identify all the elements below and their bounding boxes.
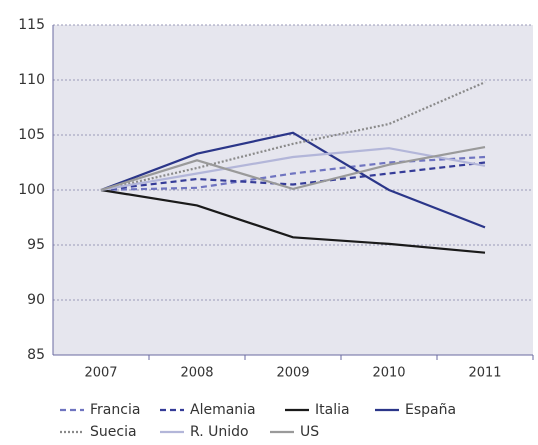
y-tick-label: 110: [18, 72, 45, 88]
line: [100, 146, 486, 192]
y-tick-label: 105: [18, 127, 45, 143]
x-tick-label: 2008: [180, 366, 213, 381]
legend-label: US: [300, 424, 319, 440]
y-tick-label: 115: [18, 17, 45, 33]
line: [100, 188, 486, 254]
legend-label: Francia: [90, 402, 140, 418]
x-tick-label: 2009: [276, 366, 309, 381]
x-tick-label: 2010: [372, 366, 405, 381]
y-tick-label: 100: [18, 182, 45, 198]
y-tick-label: 85: [27, 347, 45, 363]
y-tick-label: 95: [27, 237, 45, 253]
line: [100, 161, 486, 192]
legend-label: R. Unido: [190, 424, 249, 440]
legend-label: Italia: [315, 402, 350, 418]
x-tick-label: 2011: [468, 366, 501, 381]
y-tick-label: 90: [27, 292, 45, 308]
legend-label: Alemania: [190, 402, 256, 418]
line: [100, 131, 486, 229]
line: [100, 155, 486, 192]
line: [100, 81, 486, 192]
x-tick-label: 2007: [84, 366, 117, 381]
legend-label: España: [405, 402, 456, 418]
line: [100, 147, 486, 192]
legend-label: Suecia: [90, 424, 137, 440]
